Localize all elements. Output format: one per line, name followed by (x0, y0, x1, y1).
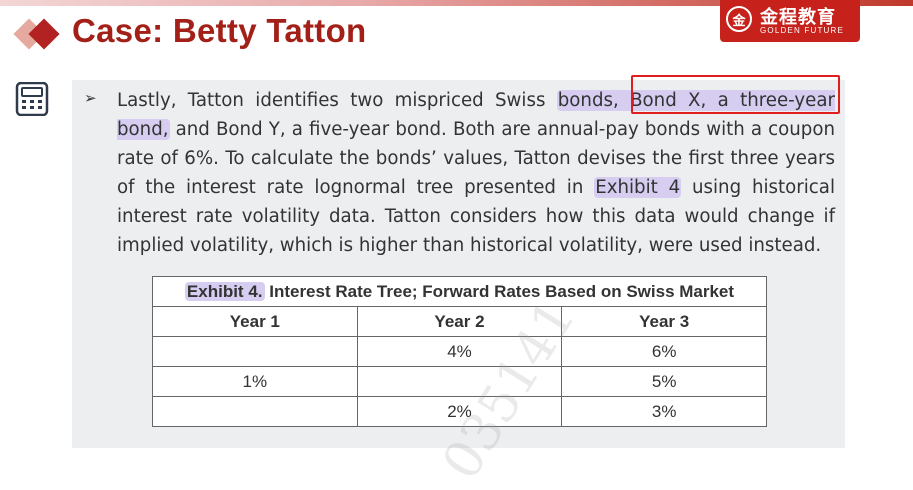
calculator-icon (15, 82, 49, 116)
exhibit-caption-row: Exhibit 4. Interest Rate Tree; Forward R… (152, 276, 767, 307)
annotation-box (631, 75, 840, 114)
table-cell: 4% (356, 336, 563, 367)
arrow-bullet-icon: ➢ (84, 90, 97, 107)
diamond-bullet-icon (13, 16, 62, 52)
table-cell (152, 396, 358, 427)
para-text-1: Lastly, Tatton identifies two mispriced … (117, 90, 557, 111)
exhibit-label: Exhibit 4. (184, 281, 265, 301)
para-text-3: using historical interest rate volatilit… (117, 177, 835, 256)
table-row: 1% 5% (152, 366, 767, 397)
table-cell: 1% (152, 366, 358, 397)
table-row: 4% 6% (152, 336, 767, 367)
logo-english-name: GOLDEN FUTURE (760, 26, 845, 35)
exhibit-table: Exhibit 4. Interest Rate Tree; Forward R… (152, 276, 767, 427)
logo-seal-icon: 金 (726, 6, 752, 32)
para-text-2: and Bond Y, a five-year bond. Both are a… (117, 119, 835, 198)
exhibit-caption: Exhibit 4. Interest Rate Tree; Forward R… (152, 276, 767, 307)
column-header: Year 2 (356, 306, 563, 337)
table-cell (152, 336, 358, 367)
table-cell (356, 366, 563, 397)
table-cell: 2% (356, 396, 563, 427)
column-header: Year 3 (561, 306, 767, 337)
table-cell: 6% (561, 336, 767, 367)
table-row: 2% 3% (152, 396, 767, 427)
column-header: Year 1 (152, 306, 358, 337)
table-cell: 5% (561, 366, 767, 397)
logo-chinese-name: 金程教育 (760, 7, 836, 28)
exhibit-title: Interest Rate Tree; Forward Rates Based … (264, 281, 735, 301)
header-row: Year 1 Year 2 Year 3 (152, 306, 767, 337)
highlight-exhibit-ref: Exhibit 4 (594, 177, 682, 198)
table-cell: 3% (561, 396, 767, 427)
slide-title: Case: Betty Tatton (72, 12, 367, 49)
top-accent-bar (0, 0, 913, 6)
case-paragraph: Lastly, Tatton identifies two mispriced … (117, 86, 835, 260)
brand-logo: 金 金程教育 GOLDEN FUTURE (720, 0, 860, 42)
